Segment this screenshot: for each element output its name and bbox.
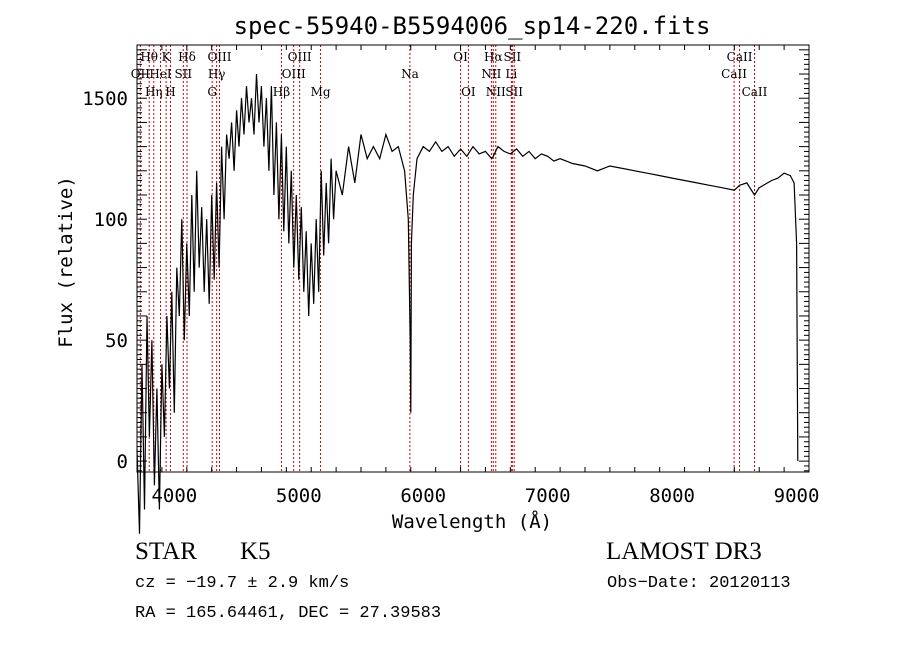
x-tick-label: 7000 [525,485,571,507]
coordinates: RA = 165.64461, DEC = 27.39583 [135,604,442,623]
line-label-3: HeI [149,67,172,81]
survey-name: LAMOST DR3 [606,538,762,565]
line-label-26: CaII [742,85,768,99]
line-label-10: OIII [207,50,231,64]
chart-title: spec-55940-B5594006_sp14-220.fits [234,12,711,40]
y-axis-ticks: 0 50 100 1500 [82,44,809,473]
y-axis-label: Flux (relative) [55,176,77,348]
line-label-17: OI [461,85,476,99]
x-tick-label: 4000 [151,485,197,507]
line-label-22: SII [503,50,521,64]
spectrum-series [136,73,799,534]
x-tick-label: 5000 [276,485,322,507]
line-label-12: OIII [282,67,306,81]
line-label-13: OIII [288,50,312,64]
y-tick-label: 1500 [82,88,128,110]
y-tick-label: 50 [105,330,128,352]
x-tick-label: 9000 [774,485,820,507]
line-label-23: SII [505,85,523,99]
object-subclass: K5 [240,538,271,565]
line-label-18: NII [481,67,501,81]
plot-frame [136,44,810,473]
redshift-cz: cz = −19.7 ± 2.9 km/s [135,574,350,593]
y-tick-label: 100 [94,209,128,231]
line-label-20: NII [486,85,506,99]
object-class: STAR [135,538,197,565]
line-label-0: Hθ [140,50,158,64]
x-tick-label: 8000 [649,485,695,507]
line-label-6: SII [174,67,192,81]
line-label-11: Hβ [273,85,290,99]
x-axis-ticks: 4000 5000 6000 7000 8000 9000 [136,45,820,507]
line-label-9: Hγ [208,67,226,81]
y-tick-label: 0 [117,451,128,473]
line-label-25: CaII [727,50,753,64]
line-label-2: Hη [145,85,163,99]
line-label-16: OI [453,50,468,64]
line-label-7: Hδ [178,50,196,64]
spectral-line-labels: HθOIIHηHeIKHSIIHδGHγOIIIHβOIIIOIIIMgNaOI… [131,50,768,99]
x-tick-label: 6000 [400,485,446,507]
line-label-5: H [165,85,175,99]
line-label-19: Hα [484,50,503,64]
spectral-line-markers [139,45,755,472]
line-label-14: Mg [311,85,331,99]
observation-date: Obs−Date: 20120113 [607,574,791,593]
line-label-15: Na [401,67,419,81]
x-axis-label: Wavelength (Å) [392,510,552,533]
line-label-21: Li [505,67,517,81]
line-label-24: CaII [721,67,747,81]
line-label-8: G [207,85,217,99]
line-label-4: K [162,50,172,64]
